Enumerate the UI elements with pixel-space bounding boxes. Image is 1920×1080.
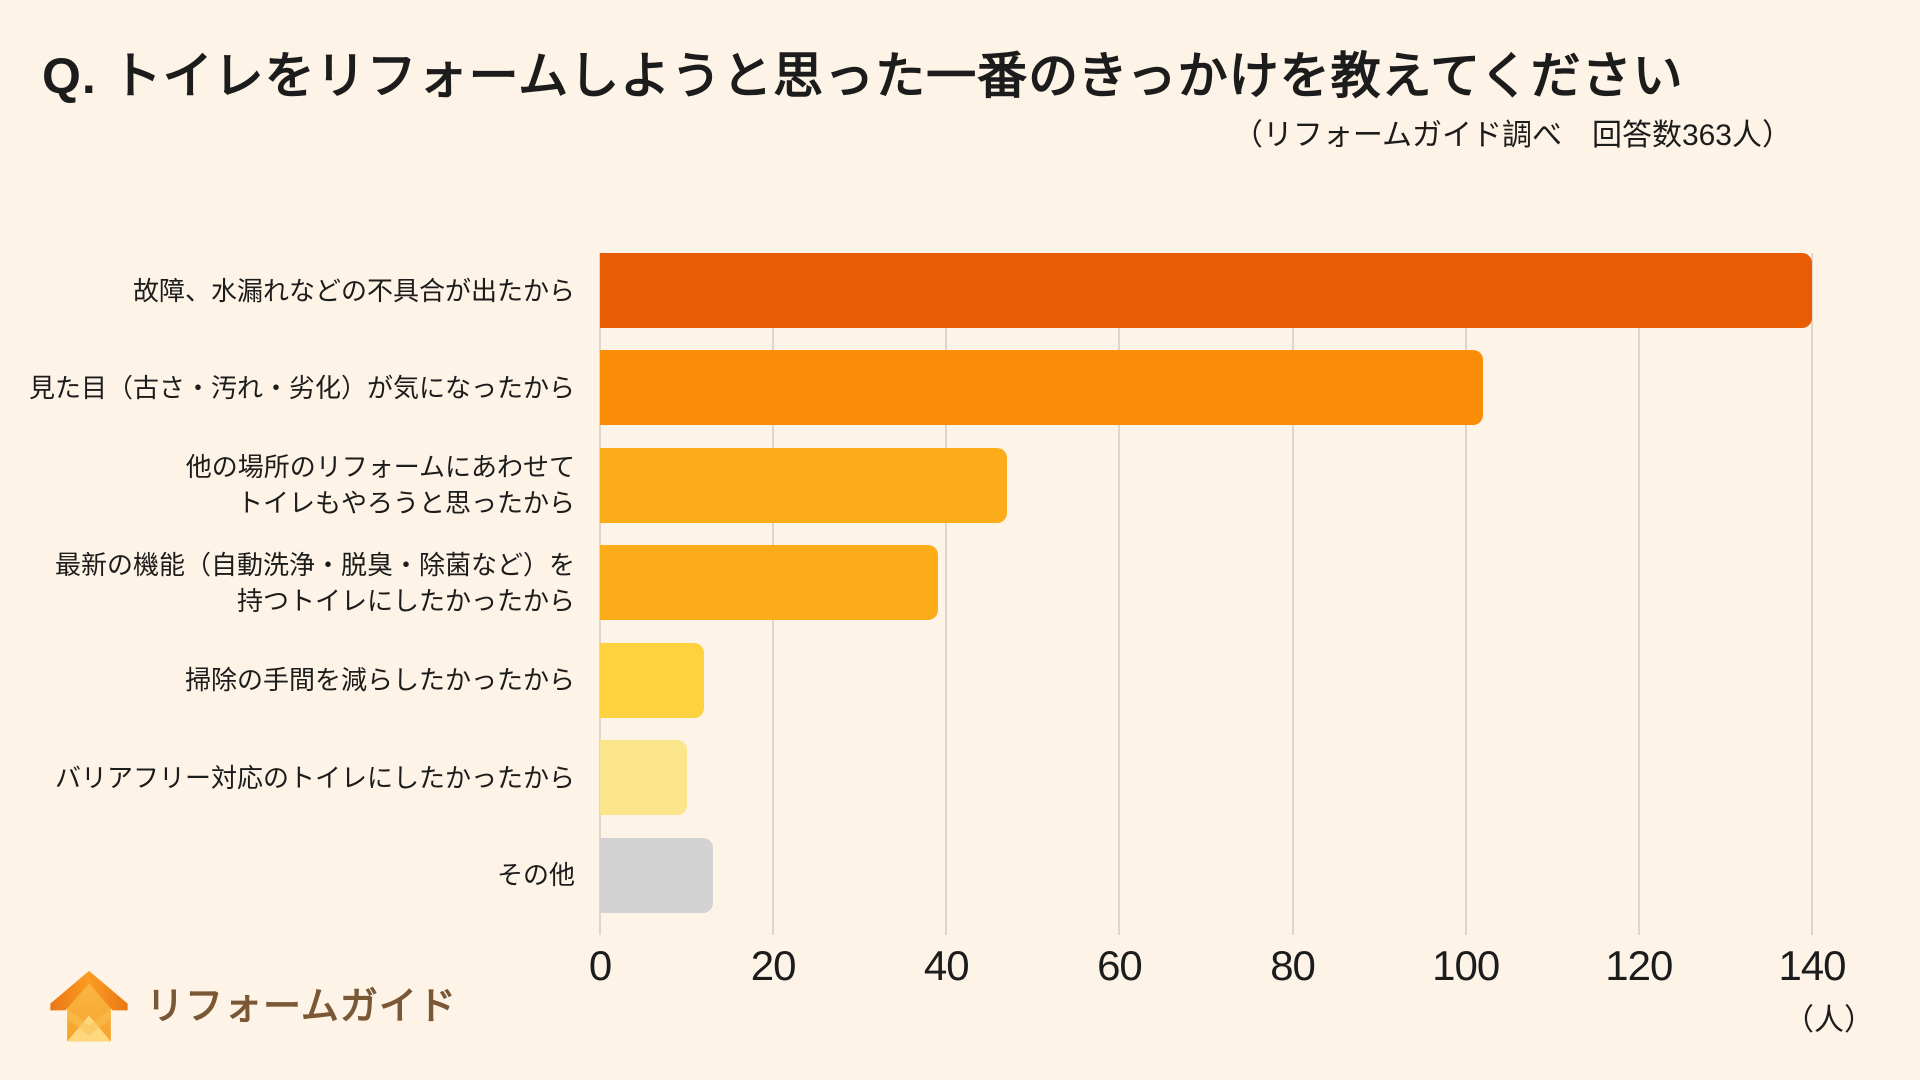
axis-unit-label: （人） <box>1784 1004 1874 1037</box>
bar-row <box>600 447 1812 545</box>
bar-row <box>600 545 1812 642</box>
bars-area <box>600 253 1812 935</box>
bar-row <box>600 740 1812 837</box>
house-logo-icon <box>50 970 128 1042</box>
bar <box>600 642 704 718</box>
x-tick-label-0: 0 <box>588 942 612 989</box>
gridline-100 <box>1464 253 1467 935</box>
category-row: バリアフリー対応のトイレにしたかったから <box>0 740 575 837</box>
category-row: 他の場所のリフォームにあわせてトイレもやろうと思ったから <box>0 448 575 545</box>
x-tick-label-20: 20 <box>750 942 797 989</box>
bar <box>600 253 1812 328</box>
survey-source-note: （リフォームガイド調べ 回答数363人） <box>1232 119 1792 152</box>
category-label: その他 <box>497 838 575 913</box>
category-label-line: その他 <box>496 860 575 891</box>
bar <box>600 837 713 913</box>
category-label-line: 故障、水漏れなどの不具合が出たから <box>132 275 575 306</box>
x-tick-label-100: 100 <box>1432 942 1500 989</box>
gridline-60 <box>1118 253 1121 935</box>
x-tick-label-140: 140 <box>1778 942 1846 989</box>
category-label: 掃除の手間を減らしたかったから <box>185 643 575 718</box>
reform-guide-logo: リフォームガイド <box>46 960 457 1044</box>
x-tick-label-60: 60 <box>1097 942 1143 989</box>
x-tick-label-80: 80 <box>1270 942 1316 989</box>
category-labels: 故障、水漏れなどの不具合が出たから見た目（古さ・汚れ・劣化）が気になったから他の… <box>0 253 600 935</box>
category-row: 見た目（古さ・汚れ・劣化）が気になったから <box>0 350 575 447</box>
x-axis: 0 20 40 60 80 100 120 140 <box>589 942 1847 992</box>
bar-chart: 故障、水漏れなどの不具合が出たから見た目（古さ・汚れ・劣化）が気になったから他の… <box>0 253 1813 935</box>
bar <box>600 545 938 621</box>
category-row: 最新の機能（自動洗浄・脱臭・除菌など）を持つトイレにしたかったから <box>0 545 575 642</box>
category-row: 掃除の手間を減らしたかったから <box>0 643 575 740</box>
category-label-line: 最新の機能（自動洗浄・脱臭・除菌など）を <box>54 549 575 580</box>
category-label: 最新の機能（自動洗浄・脱臭・除菌など）を持つトイレにしたかったから <box>55 545 575 620</box>
category-row: 故障、水漏れなどの不具合が出たから <box>0 253 575 350</box>
category-label: 他の場所のリフォームにあわせてトイレもやろうと思ったから <box>186 448 575 523</box>
bar-row <box>600 837 1812 935</box>
category-label-line: 持つトイレにしたかったから <box>236 585 575 616</box>
category-label-line: 他の場所のリフォームにあわせて <box>185 452 575 483</box>
gridline-120 <box>1637 253 1640 935</box>
category-label: 見た目（古さ・汚れ・劣化）が気になったから <box>29 350 575 425</box>
bar-row <box>600 350 1812 447</box>
gridline-40 <box>945 253 948 935</box>
chart-title: Q. トイレをリフォームしようと思った一番のきっかけを教えてください <box>42 48 1684 104</box>
bar <box>600 350 1484 426</box>
bar-row <box>600 642 1812 740</box>
category-label: 故障、水漏れなどの不具合が出たから <box>133 253 575 328</box>
plot-area <box>599 253 1813 935</box>
gridline-80 <box>1291 253 1294 935</box>
bar-row <box>600 253 1812 350</box>
category-label: バリアフリー対応のトイレにしたかったから <box>55 740 575 815</box>
category-row: その他 <box>0 838 575 935</box>
x-tick-label-40: 40 <box>923 942 970 989</box>
category-label-line: 掃除の手間を減らしたかったから <box>184 665 575 696</box>
gridline-140 <box>1811 253 1813 935</box>
x-tick-label-120: 120 <box>1605 942 1673 989</box>
category-label-line: トイレもやろうと思ったから <box>236 488 575 519</box>
bar <box>600 447 1007 523</box>
category-label-line: 見た目（古さ・汚れ・劣化）が気になったから <box>28 372 575 403</box>
bar <box>600 740 687 816</box>
category-label-line: バリアフリー対応のトイレにしたかったから <box>54 762 575 793</box>
logo-text: リフォームガイド <box>146 985 457 1028</box>
